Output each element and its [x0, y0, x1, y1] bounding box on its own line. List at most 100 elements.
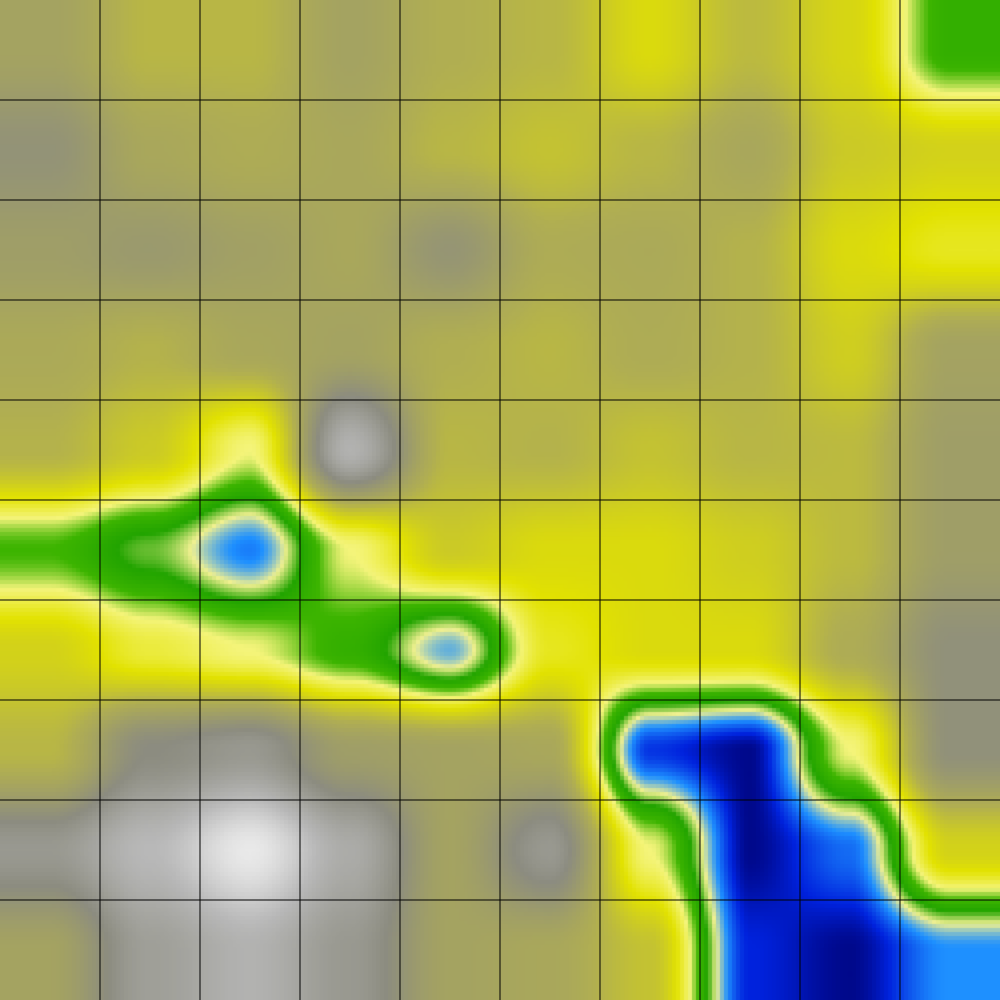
grid-tile-r0-c7[interactable] [700, 0, 800, 100]
grid-tile-r0-c3[interactable] [300, 0, 400, 100]
grid-tile-r2-c0[interactable] [0, 200, 100, 300]
grid-tile-r0-c0[interactable] [0, 0, 100, 100]
grid-tile-r2-c2[interactable] [200, 200, 300, 300]
grid-tile-r3-c9[interactable] [900, 300, 1000, 400]
grid-tile-r9-c4[interactable] [400, 900, 500, 1000]
grid-tile-r3-c5[interactable] [500, 300, 600, 400]
grid-tile-r2-c7[interactable] [700, 200, 800, 300]
grid-tile-r7-c9[interactable] [900, 700, 1000, 800]
grid-tile-r8-c4[interactable] [400, 800, 500, 900]
grid-tile-r1-c6[interactable] [600, 100, 700, 200]
grid-tile-r8-c6[interactable] [600, 800, 700, 900]
grid-tile-r6-c7[interactable] [700, 600, 800, 700]
grid-tile-r2-c1[interactable] [100, 200, 200, 300]
grid-tile-r9-c1[interactable] [100, 900, 200, 1000]
grid-tile-r6-c5[interactable] [500, 600, 600, 700]
grid-tile-r7-c7[interactable] [700, 700, 800, 800]
grid-tile-r4-c1[interactable] [100, 400, 200, 500]
grid-tile-r8-c8[interactable] [800, 800, 900, 900]
grid-tile-r9-c2[interactable] [200, 900, 300, 1000]
grid-tile-r1-c0[interactable] [0, 100, 100, 200]
grid-tile-r0-c9[interactable] [900, 0, 1000, 100]
grid-tile-r0-c5[interactable] [500, 0, 600, 100]
grid-tile-r0-c1[interactable] [100, 0, 200, 100]
grid-tile-r3-c8[interactable] [800, 300, 900, 400]
grid-tile-r0-c4[interactable] [400, 0, 500, 100]
grid-tile-r9-c3[interactable] [300, 900, 400, 1000]
grid-tile-r2-c3[interactable] [300, 200, 400, 300]
grid-tile-r7-c5[interactable] [500, 700, 600, 800]
grid-tile-r6-c4[interactable] [400, 600, 500, 700]
grid-tile-r0-c6[interactable] [600, 0, 700, 100]
grid-tile-r5-c0[interactable] [0, 500, 100, 600]
grid-tile-r1-c5[interactable] [500, 100, 600, 200]
grid-tile-r5-c8[interactable] [800, 500, 900, 600]
grid-tile-r4-c8[interactable] [800, 400, 900, 500]
grid-tile-r0-c8[interactable] [800, 0, 900, 100]
grid-tile-r4-c9[interactable] [900, 400, 1000, 500]
grid-tile-r3-c1[interactable] [100, 300, 200, 400]
grid-tile-r8-c5[interactable] [500, 800, 600, 900]
grid-tile-r4-c0[interactable] [0, 400, 100, 500]
grid-tile-r5-c5[interactable] [500, 500, 600, 600]
grid-tile-r8-c0[interactable] [0, 800, 100, 900]
grid-tile-r8-c1[interactable] [100, 800, 200, 900]
grid-tile-r3-c6[interactable] [600, 300, 700, 400]
grid-tile-r6-c3[interactable] [300, 600, 400, 700]
grid-tile-r3-c0[interactable] [0, 300, 100, 400]
grid-tile-r5-c3[interactable] [300, 500, 400, 600]
grid-tile-r7-c4[interactable] [400, 700, 500, 800]
grid-tile-r7-c1[interactable] [100, 700, 200, 800]
grid-tile-r3-c3[interactable] [300, 300, 400, 400]
grid-tile-r8-c3[interactable] [300, 800, 400, 900]
grid-tile-r7-c3[interactable] [300, 700, 400, 800]
grid-tile-r5-c1[interactable] [100, 500, 200, 600]
grid-tile-r6-c1[interactable] [100, 600, 200, 700]
grid-tile-r5-c4[interactable] [400, 500, 500, 600]
grid-tile-r3-c2[interactable] [200, 300, 300, 400]
grid-tile-r8-c9[interactable] [900, 800, 1000, 900]
grid-tile-r5-c7[interactable] [700, 500, 800, 600]
grid-tile-r9-c9[interactable] [900, 900, 1000, 1000]
grid-tile-r1-c1[interactable] [100, 100, 200, 200]
grid-tile-r9-c0[interactable] [0, 900, 100, 1000]
grid-tile-r7-c2[interactable] [200, 700, 300, 800]
grid-tile-r1-c8[interactable] [800, 100, 900, 200]
grid-tile-r2-c8[interactable] [800, 200, 900, 300]
grid-tile-r6-c8[interactable] [800, 600, 900, 700]
grid-tile-r2-c6[interactable] [600, 200, 700, 300]
grid-tile-r5-c9[interactable] [900, 500, 1000, 600]
grid-tile-r7-c8[interactable] [800, 700, 900, 800]
grid-tile-r4-c7[interactable] [700, 400, 800, 500]
grid-tile-r5-c2[interactable] [200, 500, 300, 600]
grid-tile-r1-c3[interactable] [300, 100, 400, 200]
grid-tile-r6-c9[interactable] [900, 600, 1000, 700]
grid-tile-r8-c2[interactable] [200, 800, 300, 900]
grid-tile-r3-c7[interactable] [700, 300, 800, 400]
grid-tile-r9-c6[interactable] [600, 900, 700, 1000]
grid-tile-r0-c2[interactable] [200, 0, 300, 100]
grid-tile-r2-c9[interactable] [900, 200, 1000, 300]
grid-tile-r1-c4[interactable] [400, 100, 500, 200]
grid-tile-r2-c5[interactable] [500, 200, 600, 300]
grid-tile-r6-c2[interactable] [200, 600, 300, 700]
grid-tile-r4-c3[interactable] [300, 400, 400, 500]
grid-tile-r6-c6[interactable] [600, 600, 700, 700]
grid-tile-r7-c6[interactable] [600, 700, 700, 800]
grid-tile-r6-c0[interactable] [0, 600, 100, 700]
grid-tile-r8-c7[interactable] [700, 800, 800, 900]
grid-tile-r4-c6[interactable] [600, 400, 700, 500]
grid-tile-r5-c6[interactable] [600, 500, 700, 600]
grid-tile-r2-c4[interactable] [400, 200, 500, 300]
grid-tile-r7-c0[interactable] [0, 700, 100, 800]
grid-tile-r4-c5[interactable] [500, 400, 600, 500]
grid-tile-r4-c4[interactable] [400, 400, 500, 500]
grid-tile-r9-c8[interactable] [800, 900, 900, 1000]
grid-tile-r1-c2[interactable] [200, 100, 300, 200]
grid-tile-r9-c5[interactable] [500, 900, 600, 1000]
grid-tile-r4-c2[interactable] [200, 400, 300, 500]
grid-tile-r3-c4[interactable] [400, 300, 500, 400]
grid-tile-r1-c9[interactable] [900, 100, 1000, 200]
grid-tile-r9-c7[interactable] [700, 900, 800, 1000]
